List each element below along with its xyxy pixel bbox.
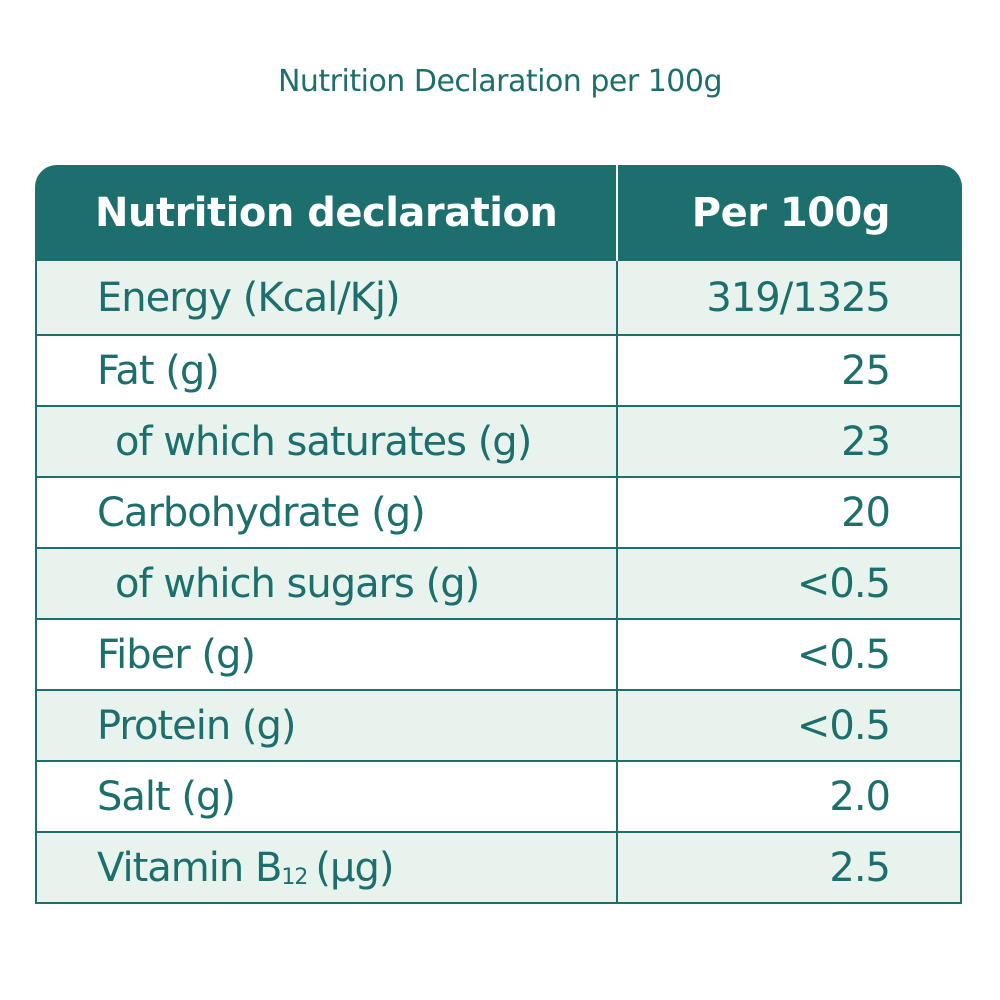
row-value: <0.5: [618, 620, 962, 689]
row-label: Carbohydrate (g): [35, 478, 618, 547]
vitamin-label-unit: (μg): [315, 844, 394, 891]
table-row: Fiber (g) <0.5: [35, 618, 962, 689]
page-title: Nutrition Declaration per 100g: [277, 64, 723, 99]
row-label: Salt (g): [35, 762, 618, 831]
table-row: Fat (g) 25: [35, 334, 962, 405]
row-label: Fat (g): [35, 336, 618, 405]
row-label: of which saturates (g): [35, 407, 618, 476]
row-label: Energy (Kcal/Kj): [35, 261, 618, 334]
row-value: 2.5: [618, 833, 962, 902]
table-row: Protein (g) <0.5: [35, 689, 962, 760]
row-value: 20: [618, 478, 962, 547]
row-label: Fiber (g): [35, 620, 618, 689]
row-value: 25: [618, 336, 962, 405]
vitamin-label-subscript: 12: [281, 865, 308, 890]
row-label: Protein (g): [35, 691, 618, 760]
row-label: of which sugars (g): [35, 549, 618, 618]
table-row: of which saturates (g) 23: [35, 405, 962, 476]
row-label: Vitamin B 12 (μg): [35, 833, 618, 902]
nutrition-table: Nutrition declaration Per 100g Energy (K…: [35, 165, 962, 904]
table-row: of which sugars (g) <0.5: [35, 547, 962, 618]
row-value: 2.0: [618, 762, 962, 831]
row-value: 319/1325: [618, 261, 962, 334]
table-row: Vitamin B 12 (μg) 2.5: [35, 831, 962, 902]
header-value: Per 100g: [691, 190, 891, 236]
row-value: <0.5: [618, 549, 962, 618]
vitamin-label-main: Vitamin B: [97, 844, 282, 891]
row-value: 23: [618, 407, 962, 476]
header-label: Nutrition declaration: [35, 165, 618, 261]
table-row: Carbohydrate (g) 20: [35, 476, 962, 547]
row-value: <0.5: [618, 691, 962, 760]
table-body: Energy (Kcal/Kj) 319/1325 Fat (g) 25 of …: [35, 261, 962, 902]
table-header-row: Nutrition declaration Per 100g: [35, 165, 962, 261]
table-row: Salt (g) 2.0: [35, 760, 962, 831]
table-row: Energy (Kcal/Kj) 319/1325: [35, 261, 962, 334]
